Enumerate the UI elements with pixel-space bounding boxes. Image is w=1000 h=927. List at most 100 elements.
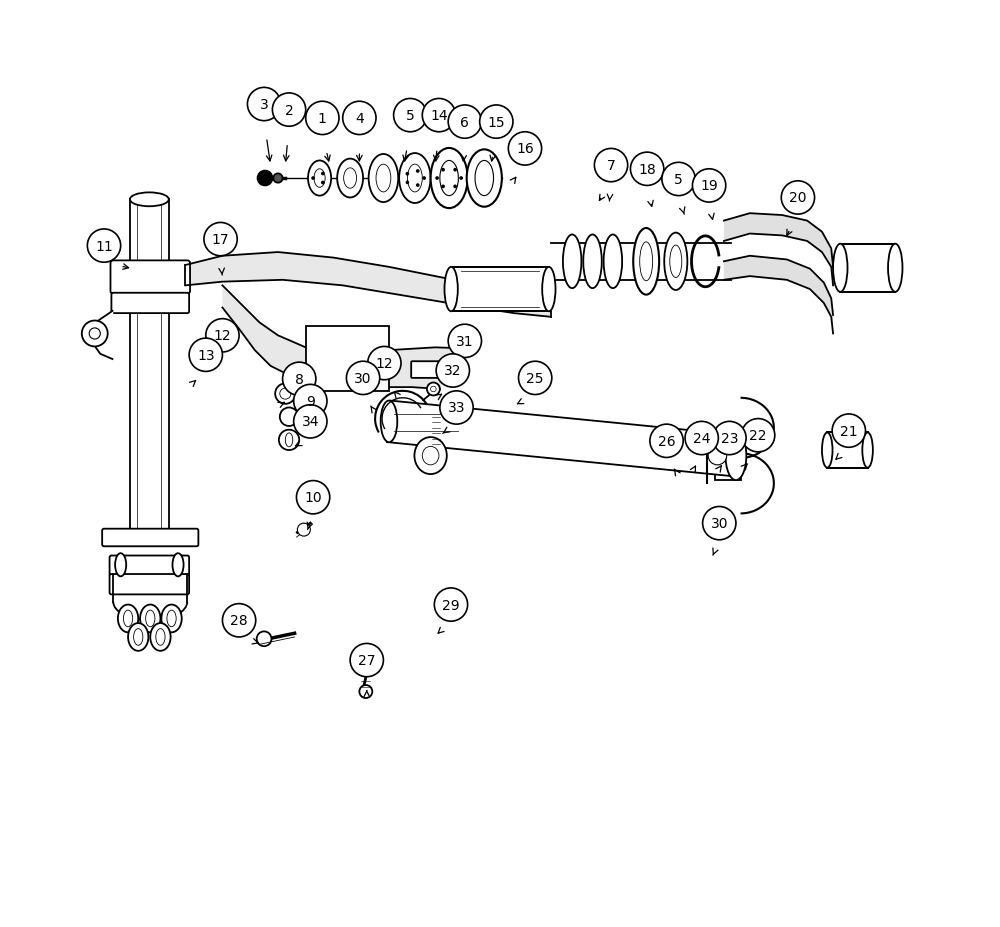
Circle shape [283,362,316,396]
Text: 5: 5 [406,109,415,123]
Circle shape [257,631,271,646]
Circle shape [453,169,457,172]
FancyBboxPatch shape [451,268,549,311]
Text: 34: 34 [302,415,319,429]
FancyBboxPatch shape [411,362,457,378]
Ellipse shape [280,408,298,426]
Text: 27: 27 [358,654,376,667]
Circle shape [741,419,775,452]
Text: 7: 7 [607,159,615,173]
Ellipse shape [172,553,184,577]
Circle shape [713,422,746,455]
Text: 14: 14 [430,109,448,123]
Text: 2: 2 [285,104,293,118]
Circle shape [343,102,376,135]
Ellipse shape [604,235,622,289]
Circle shape [427,383,440,396]
Text: 9: 9 [306,395,315,409]
Text: 21: 21 [840,425,858,438]
Circle shape [189,338,222,372]
Ellipse shape [414,438,447,475]
Circle shape [321,182,325,185]
Text: 29: 29 [442,598,460,612]
Ellipse shape [123,611,133,627]
Circle shape [685,422,718,455]
Text: 12: 12 [376,357,393,371]
Circle shape [431,387,436,392]
Circle shape [258,171,272,186]
Ellipse shape [314,170,325,188]
Polygon shape [222,286,463,389]
Circle shape [89,328,100,339]
FancyBboxPatch shape [840,245,895,293]
Ellipse shape [308,161,331,197]
Ellipse shape [118,605,138,632]
Circle shape [247,88,281,121]
Ellipse shape [134,629,143,645]
Ellipse shape [376,165,391,193]
FancyBboxPatch shape [306,326,389,391]
Ellipse shape [670,246,682,278]
Ellipse shape [279,430,299,451]
Text: 10: 10 [304,490,322,504]
Circle shape [440,391,473,425]
Circle shape [82,321,108,347]
Circle shape [594,149,628,183]
Text: 3: 3 [260,98,268,112]
Text: 22: 22 [749,429,767,443]
FancyBboxPatch shape [827,433,868,468]
Ellipse shape [563,235,581,289]
Circle shape [448,324,481,358]
Ellipse shape [664,234,687,291]
Text: 18: 18 [638,162,656,176]
Polygon shape [91,311,113,360]
Text: 15: 15 [487,116,505,130]
Ellipse shape [130,193,169,207]
Text: 33: 33 [448,401,465,415]
Text: 20: 20 [789,191,807,205]
Ellipse shape [692,450,701,464]
Text: 17: 17 [212,233,229,247]
Circle shape [453,185,457,189]
Circle shape [436,354,469,387]
Circle shape [406,182,409,185]
Circle shape [434,589,468,621]
FancyBboxPatch shape [111,294,189,313]
Text: 28: 28 [230,614,248,628]
Circle shape [441,185,445,189]
Text: 30: 30 [354,372,372,386]
Circle shape [294,405,327,438]
Text: 5: 5 [674,172,683,186]
Ellipse shape [640,243,653,282]
Ellipse shape [140,605,160,632]
Ellipse shape [542,268,556,311]
Circle shape [692,170,726,203]
Text: 4: 4 [355,112,364,126]
Circle shape [296,481,330,514]
Circle shape [662,163,695,197]
FancyBboxPatch shape [715,429,741,480]
Text: 31: 31 [456,335,474,349]
Circle shape [703,507,736,540]
Circle shape [222,604,256,637]
Circle shape [435,177,439,181]
Circle shape [350,643,383,677]
Ellipse shape [862,433,873,468]
Ellipse shape [399,154,431,204]
Polygon shape [724,257,833,334]
Circle shape [832,414,865,448]
Text: 24: 24 [693,432,710,446]
Text: 26: 26 [658,435,675,449]
FancyBboxPatch shape [110,575,189,595]
Circle shape [204,223,237,257]
Ellipse shape [633,229,659,296]
Ellipse shape [285,434,293,448]
Ellipse shape [167,611,176,627]
Ellipse shape [833,245,848,293]
Ellipse shape [275,384,296,404]
Circle shape [722,449,733,460]
Text: 16: 16 [516,142,534,157]
Circle shape [508,133,542,166]
Ellipse shape [156,629,165,645]
Ellipse shape [467,150,502,208]
